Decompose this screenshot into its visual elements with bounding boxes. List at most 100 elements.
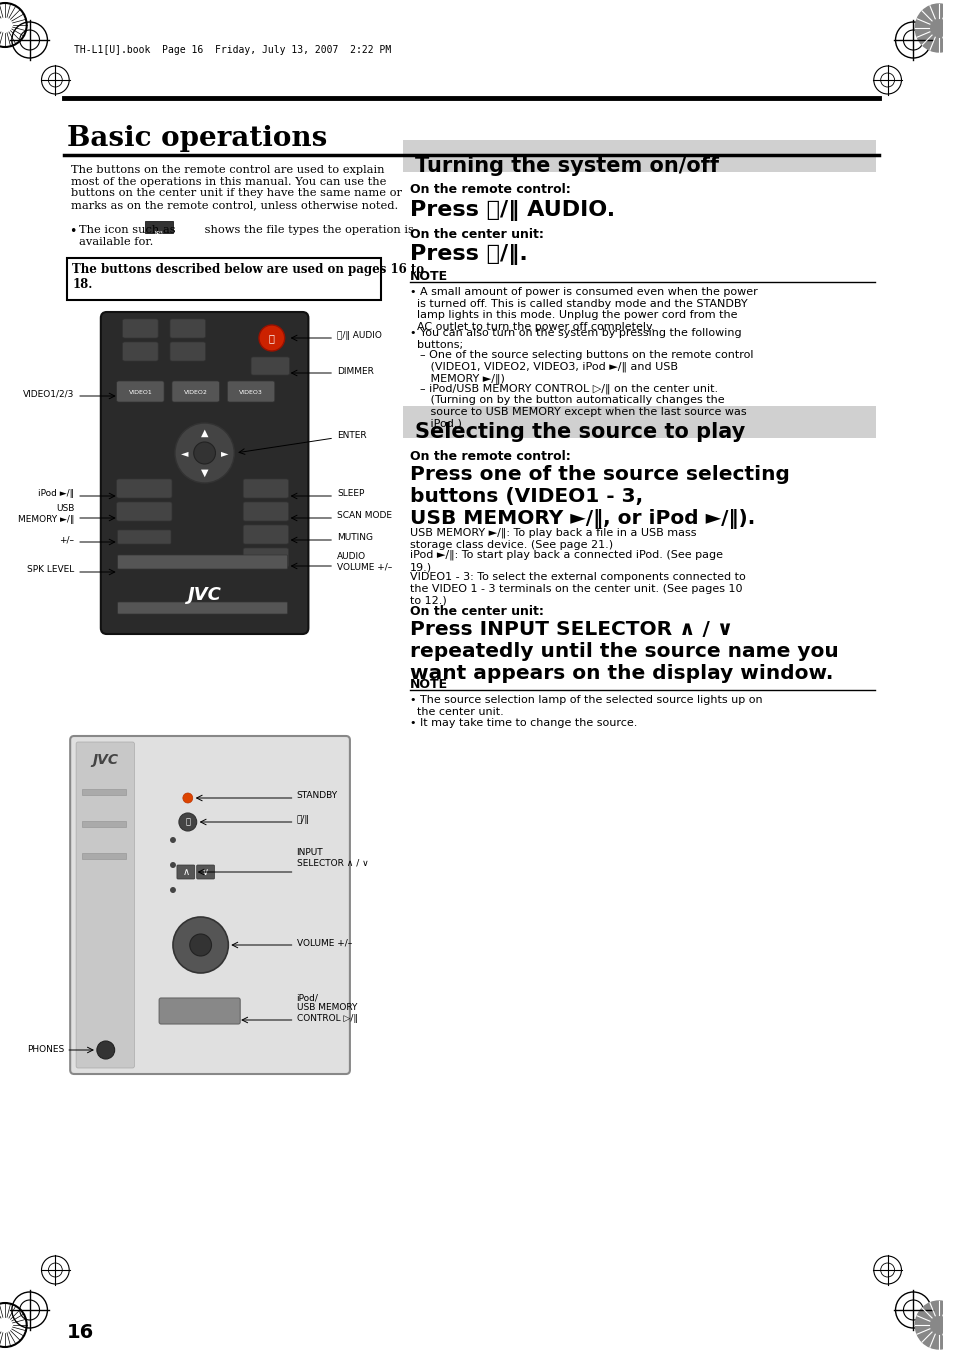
Text: DIMMER: DIMMER [336,366,374,376]
Circle shape [174,423,234,484]
Circle shape [914,1301,953,1350]
FancyBboxPatch shape [243,549,289,567]
Text: STANDBY: STANDBY [296,792,337,801]
Bar [82,821,126,827]
Text: SPK LEVEL: SPK LEVEL [27,566,74,574]
FancyBboxPatch shape [116,503,172,521]
Text: Selecting the source to play: Selecting the source to play [415,422,744,442]
FancyBboxPatch shape [243,480,289,499]
FancyBboxPatch shape [159,998,240,1024]
Text: VIDEO1: VIDEO1 [129,389,152,394]
Text: Press ⏽/‖.: Press ⏽/‖. [410,245,527,265]
Circle shape [170,862,175,867]
Text: ⏽/‖ AUDIO: ⏽/‖ AUDIO [336,331,381,340]
FancyBboxPatch shape [243,503,289,521]
Text: ▲: ▲ [201,428,208,438]
Text: Turning the system on/off: Turning the system on/off [415,155,719,176]
FancyBboxPatch shape [117,603,288,613]
Text: TH-L1[U].book  Page 16  Friday, July 13, 2007  2:22 PM: TH-L1[U].book Page 16 Friday, July 13, 2… [74,45,391,55]
Text: On the center unit:: On the center unit: [410,605,543,617]
Text: – One of the source selecting buttons on the remote control
   (VIDEO1, VIDEO2, : – One of the source selecting buttons on… [419,350,753,384]
Circle shape [172,917,228,973]
Text: ⏽/‖: ⏽/‖ [296,816,309,824]
Text: NOTE: NOTE [410,270,448,282]
FancyBboxPatch shape [251,357,290,376]
FancyBboxPatch shape [116,480,172,499]
FancyBboxPatch shape [176,865,194,880]
Text: MUTING: MUTING [336,534,373,543]
Circle shape [183,793,193,802]
Circle shape [258,326,284,351]
Text: • It may take time to change the source.: • It may take time to change the source. [410,717,637,728]
FancyBboxPatch shape [196,865,214,880]
Text: On the center unit:: On the center unit: [410,228,543,240]
Bar [82,789,126,794]
Bar [145,222,172,232]
Text: iPod ►/‖: iPod ►/‖ [38,489,74,499]
Text: iPod/
USB MEMORY
CONTROL ▷/‖: iPod/ USB MEMORY CONTROL ▷/‖ [296,993,357,1023]
Text: Press one of the source selecting
buttons (VIDEO1 - 3,
USB MEMORY ►/‖, or iPod ►: Press one of the source selecting button… [410,465,789,530]
Text: NOTE: NOTE [410,678,448,690]
Text: VIDEO1 - 3: To select the external components connected to
the VIDEO 1 - 3 termi: VIDEO1 - 3: To select the external compo… [410,571,745,605]
Text: • The source selection lamp of the selected source lights up on
  the center uni: • The source selection lamp of the selec… [410,694,762,716]
FancyBboxPatch shape [117,530,171,544]
FancyBboxPatch shape [122,342,158,361]
Text: VIDEO1/2/3: VIDEO1/2/3 [23,389,74,399]
FancyBboxPatch shape [243,526,289,544]
Text: VIDEO2: VIDEO2 [184,389,208,394]
FancyBboxPatch shape [76,742,134,1069]
Text: • A small amount of power is consumed even when the power
  is turned off. This : • A small amount of power is consumed ev… [410,286,758,332]
Text: ▼: ▼ [201,467,208,478]
FancyBboxPatch shape [122,319,158,338]
FancyBboxPatch shape [170,319,206,338]
Text: MP3
WMA: MP3 WMA [154,231,163,242]
Circle shape [170,838,175,843]
Text: JVC: JVC [188,586,221,604]
Text: +/–: +/– [59,535,74,544]
Text: The buttons on the remote control are used to explain
most of the operations in : The buttons on the remote control are us… [71,165,402,209]
Text: ⏽: ⏽ [185,817,190,827]
Circle shape [914,4,953,51]
FancyBboxPatch shape [227,381,274,403]
Text: ∧: ∧ [182,867,190,877]
Circle shape [170,888,175,893]
Circle shape [97,1042,114,1059]
Text: Press INPUT SELECTOR ∧ / ∨
repeatedly until the source name you
want appears on : Press INPUT SELECTOR ∧ / ∨ repeatedly un… [410,620,838,684]
Text: JVC: JVC [92,753,118,767]
FancyBboxPatch shape [101,312,308,634]
Text: AUDIO
VOLUME +/–: AUDIO VOLUME +/– [336,553,392,571]
Text: SCAN MODE: SCAN MODE [336,512,392,520]
Text: VIDEO3: VIDEO3 [239,389,263,394]
FancyBboxPatch shape [71,736,350,1074]
Circle shape [190,934,212,957]
Text: ►: ► [220,449,228,458]
Text: USB MEMORY ►/‖: To play back a file in a USB mass
storage class device. (See pag: USB MEMORY ►/‖: To play back a file in a… [410,528,696,550]
Text: INPUT
SELECTOR ∧ / ∨: INPUT SELECTOR ∧ / ∨ [296,848,368,867]
Text: ◄: ◄ [181,449,189,458]
Text: ∨: ∨ [202,867,209,877]
Text: VOLUME +/–: VOLUME +/– [296,939,352,947]
FancyBboxPatch shape [116,381,164,403]
Text: SLEEP: SLEEP [336,489,364,499]
Text: • You can also turn on the system by pressing the following
  buttons;: • You can also turn on the system by pre… [410,328,741,350]
Text: On the remote control:: On the remote control: [410,182,570,196]
Text: On the remote control:: On the remote control: [410,450,570,463]
Text: Press ⏽/‖ AUDIO.: Press ⏽/‖ AUDIO. [410,200,615,222]
Text: The icon such as        shows the file types the operation is
available for.: The icon such as shows the file types th… [79,226,414,247]
Text: PHONES: PHONES [27,1046,64,1055]
Text: – iPod/USB MEMORY CONTROL ▷/‖ on the center unit.
   (Turning on by the button a: – iPod/USB MEMORY CONTROL ▷/‖ on the cen… [419,382,746,428]
Circle shape [193,442,215,463]
FancyBboxPatch shape [170,342,206,361]
Bar [82,852,126,859]
FancyBboxPatch shape [117,555,288,569]
Text: •: • [70,226,76,238]
Bar [67,258,380,300]
Bar [403,407,875,438]
Text: ⏽: ⏽ [269,332,274,343]
Bar [403,141,875,172]
Text: Basic operations: Basic operations [67,126,327,153]
Circle shape [179,813,196,831]
Text: iPod ►/‖: To start play back a connected iPod. (See page
19.): iPod ►/‖: To start play back a connected… [410,550,722,571]
Text: The buttons described below are used on pages 16 to
18.: The buttons described below are used on … [72,263,424,290]
FancyBboxPatch shape [172,381,219,403]
